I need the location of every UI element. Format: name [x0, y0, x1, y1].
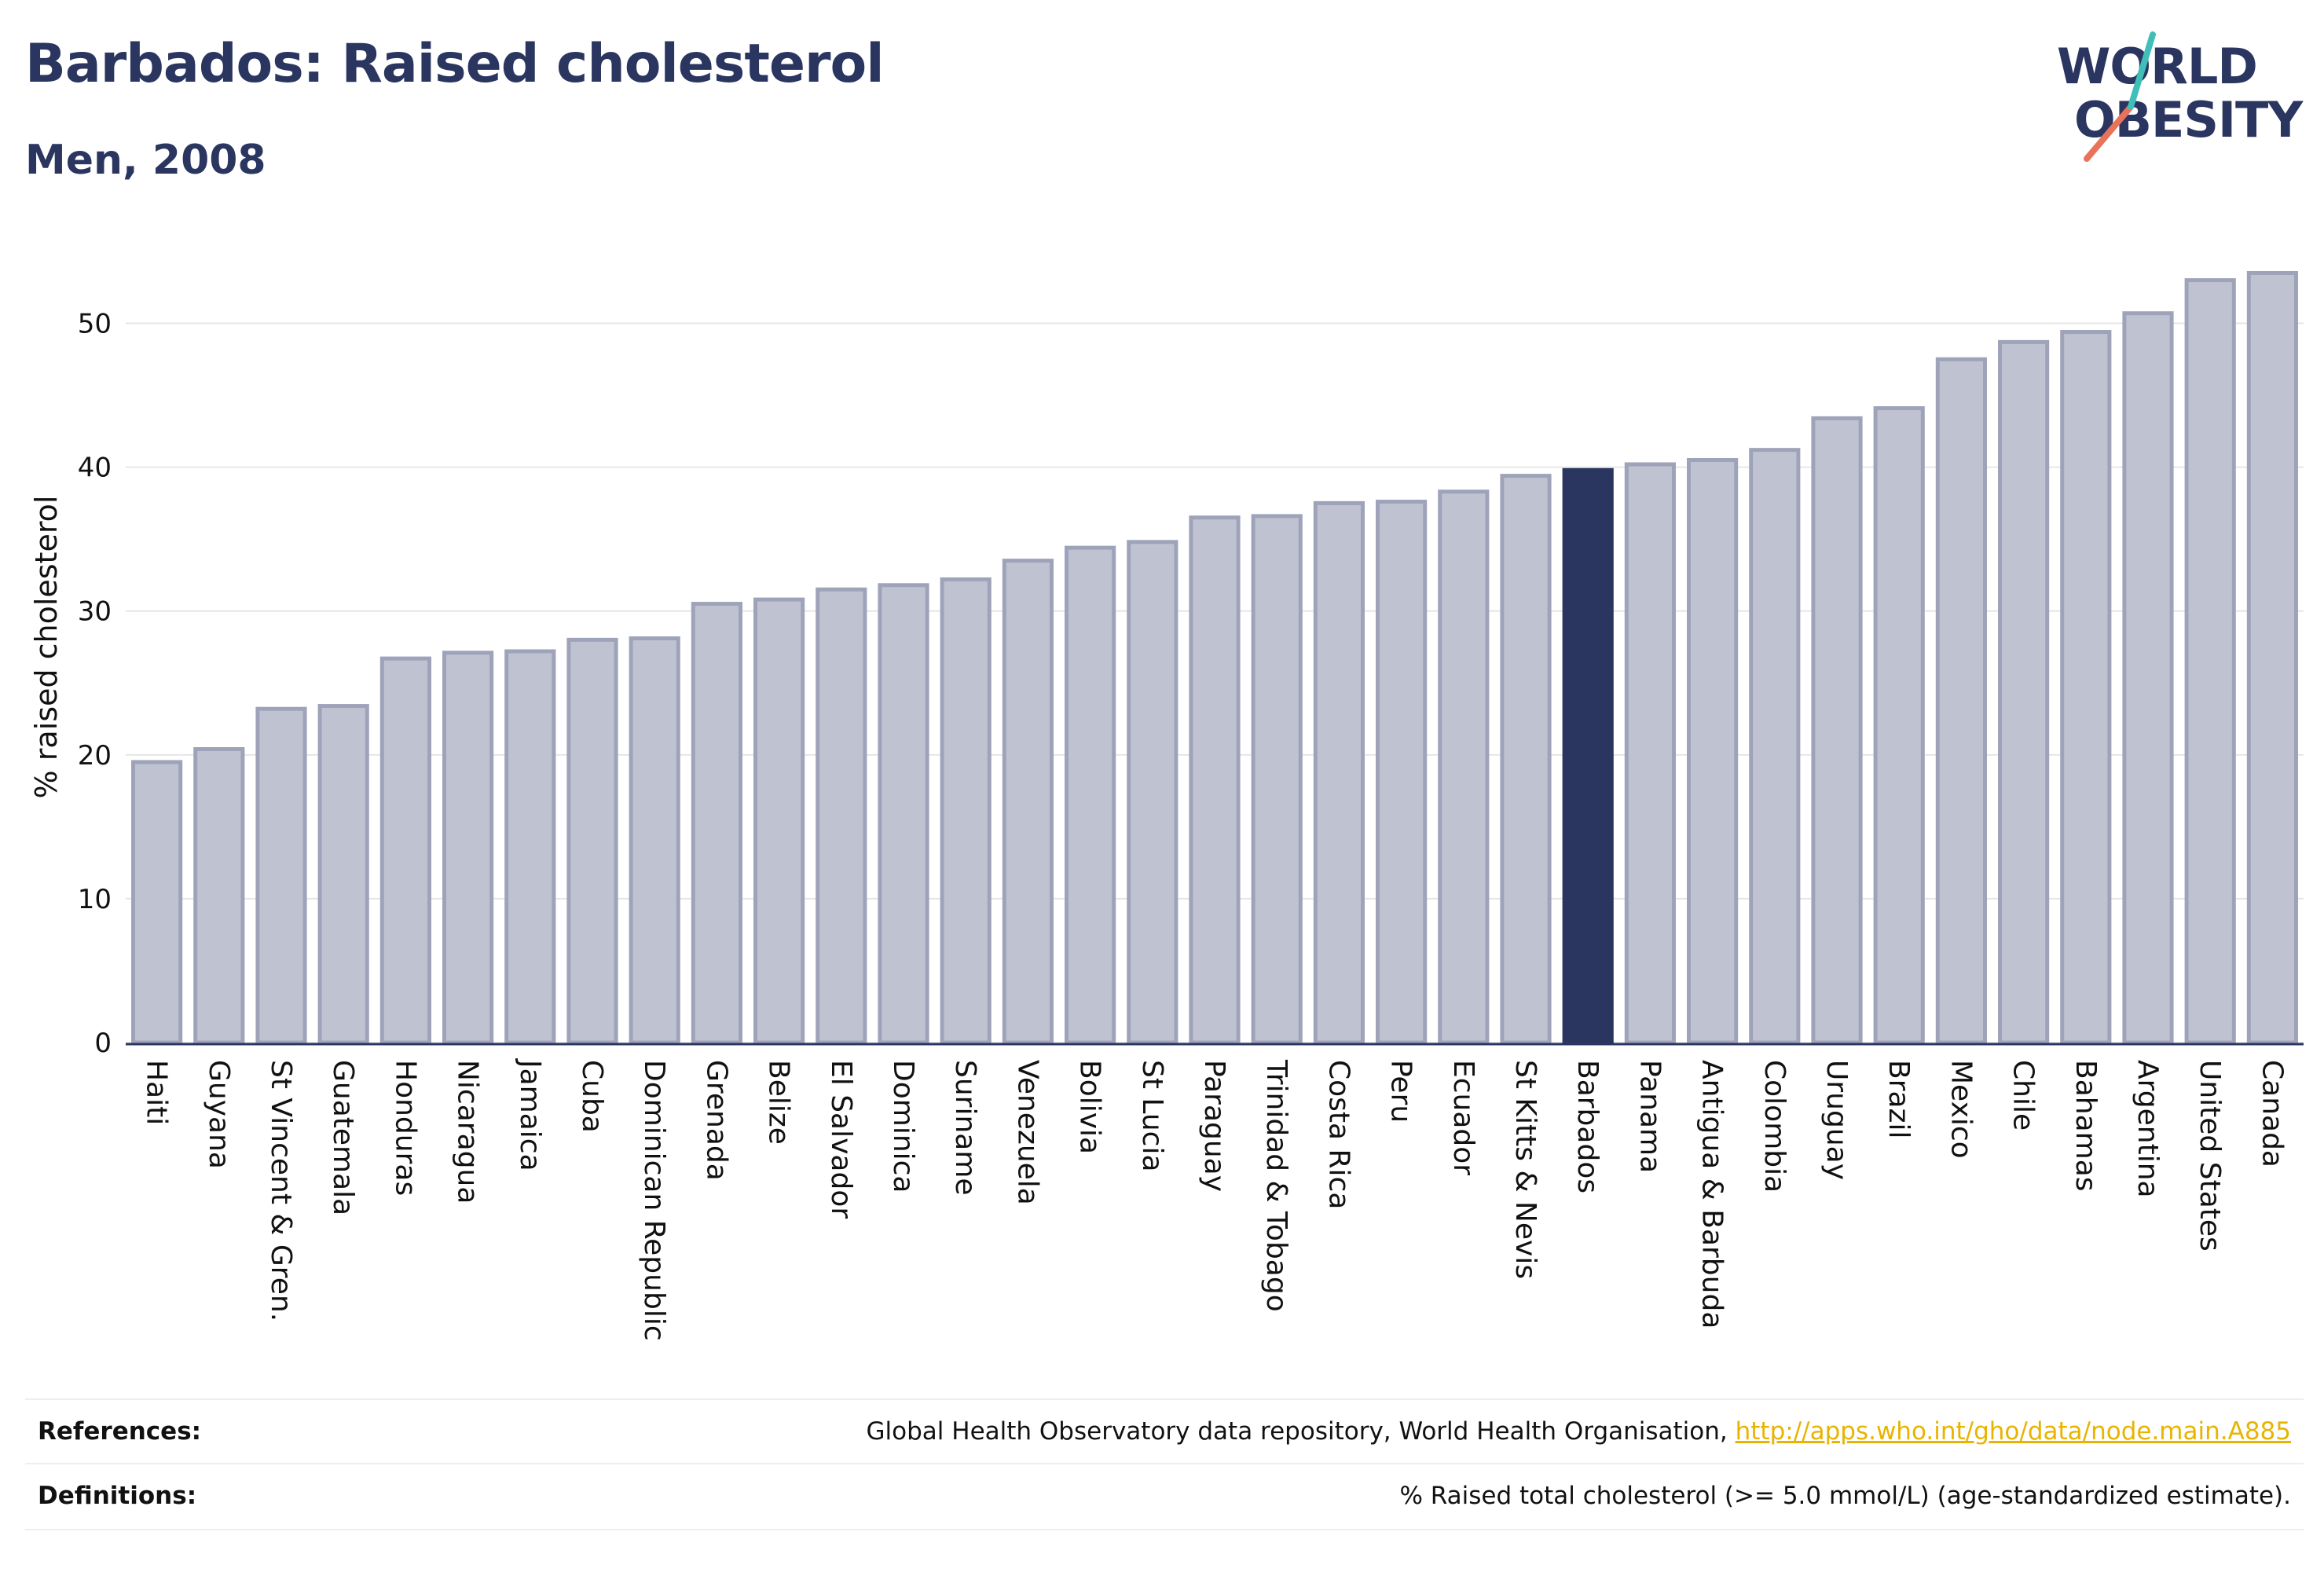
- bar-st-kitts-nevis: [1500, 474, 1552, 1045]
- x-tick-label: St Lucia: [1136, 1060, 1168, 1172]
- page-title: Barbados: Raised cholesterol: [25, 33, 885, 95]
- bar-chart: 0 10 20 30 40 50 % raised cholesterol Haiti Guya…: [29, 270, 2304, 1341]
- definitions-row: Definitions: % Raised total cholesterol …: [25, 1464, 2304, 1527]
- x-tick-label: Bahamas: [2069, 1060, 2102, 1192]
- x-tick-label: Peru: [1385, 1060, 1417, 1123]
- definitions-label: Definitions:: [38, 1482, 197, 1510]
- x-tick-label: El Salvador: [825, 1060, 857, 1219]
- x-tick-label: Colombia: [1758, 1060, 1791, 1193]
- bar-ecuador: [1438, 489, 1490, 1045]
- x-tick-label: Cuba: [576, 1060, 608, 1133]
- x-tick-label: Nicaragua: [452, 1060, 484, 1204]
- x-tick-label: Belize: [763, 1060, 795, 1145]
- bar-trinidad-tobago: [1251, 514, 1303, 1045]
- x-tick-label: Suriname: [949, 1060, 981, 1196]
- bar-belize: [753, 597, 805, 1045]
- x-tick-label: Trinidad & Tobago: [1260, 1059, 1292, 1312]
- x-tick-label: Grenada: [700, 1060, 732, 1181]
- y-tick-label: 40: [78, 453, 112, 484]
- bar-bolivia: [1065, 545, 1116, 1045]
- bar-guatemala: [317, 704, 369, 1045]
- x-tick-label: Bolivia: [1074, 1060, 1106, 1154]
- bar-dominican-republic: [629, 636, 680, 1045]
- x-tick-label: Guatemala: [327, 1060, 359, 1215]
- bar-barbados: [1562, 467, 1614, 1045]
- page-subtitle: Men, 2008: [25, 137, 266, 184]
- logo-line-1: WORLD: [2057, 38, 2258, 95]
- x-tick-label: United States: [2194, 1060, 2226, 1252]
- x-tick-label: Venezuela: [1011, 1060, 1043, 1205]
- definitions-value: % Raised total cholesterol (>= 5.0 mmol/…: [1399, 1482, 2291, 1510]
- x-tick-label: Costa Rica: [1322, 1060, 1354, 1209]
- x-tick-label: Haiti: [141, 1060, 173, 1125]
- bar-venezuela: [1002, 559, 1054, 1045]
- bar-honduras: [379, 656, 431, 1045]
- y-axis-label: % raised cholesterol: [29, 496, 64, 799]
- x-tick-label: Brazil: [1882, 1060, 1915, 1138]
- bar-haiti: [131, 760, 183, 1045]
- bar-mexico: [1935, 357, 1987, 1045]
- x-tick-label: Jamaica: [514, 1058, 546, 1171]
- x-tick-label: Paraguay: [1198, 1060, 1230, 1192]
- x-tick-label: Mexico: [1945, 1060, 1977, 1159]
- x-tick-label: Dominican Republic: [638, 1060, 670, 1341]
- logo-line-2: OBESITY: [2074, 91, 2303, 148]
- bar-chile: [1998, 339, 2050, 1045]
- references-label: References:: [38, 1417, 202, 1446]
- x-tick-label: St Kitts & Nevis: [1509, 1060, 1541, 1279]
- references-link[interactable]: http://apps.who.int/gho/data/node.main.A…: [1735, 1417, 2291, 1446]
- bar-uruguay: [1811, 416, 1863, 1045]
- bar-el-salvador: [816, 587, 867, 1045]
- footer-divider: [25, 1529, 2304, 1530]
- bar-panama: [1624, 462, 1676, 1045]
- y-tick-label: 50: [78, 309, 112, 340]
- bar-grenada: [691, 602, 742, 1045]
- bar-bahamas: [2060, 330, 2112, 1045]
- bar-brazil: [1873, 406, 1925, 1045]
- bar-united-states: [2184, 278, 2236, 1045]
- x-tick-label: Panama: [1633, 1060, 1666, 1173]
- bar-guyana: [193, 746, 245, 1045]
- x-tick-label: Honduras: [389, 1060, 421, 1196]
- bar-st-lucia: [1127, 540, 1178, 1045]
- footer-divider: [25, 1463, 2304, 1464]
- y-tick-label: 0: [94, 1028, 112, 1059]
- bar-colombia: [1749, 448, 1801, 1045]
- world-obesity-logo: WORLD OBESITY: [2043, 31, 2310, 165]
- bar-argentina: [2122, 311, 2174, 1045]
- y-tick-label: 20: [78, 740, 112, 772]
- bar-dominica: [878, 583, 929, 1045]
- references-value: Global Health Observatory data repositor…: [867, 1417, 2291, 1446]
- bar-costa-rica: [1313, 500, 1365, 1045]
- x-tick-label: Dominica: [887, 1060, 919, 1193]
- references-row: References: Global Health Observatory da…: [25, 1400, 2304, 1463]
- y-tick-label: 10: [78, 884, 112, 915]
- bar-suriname: [940, 577, 992, 1045]
- footer-divider: [25, 1398, 2304, 1400]
- bar-nicaragua: [442, 651, 494, 1045]
- x-tick-label: Antigua & Barbuda: [1696, 1060, 1728, 1329]
- x-tick-label: Argentina: [2132, 1060, 2164, 1198]
- x-tick-label: St Vincent & Gren.: [265, 1060, 297, 1321]
- y-tick-label: 30: [78, 596, 112, 628]
- x-tick-label: Ecuador: [1447, 1060, 1479, 1175]
- x-tick-label: Uruguay: [1820, 1060, 1853, 1180]
- references-text: Global Health Observatory data repositor…: [866, 1417, 1736, 1446]
- bar-antigua-barbuda: [1687, 457, 1739, 1045]
- bar-cuba: [566, 637, 618, 1045]
- bar-canada: [2246, 270, 2298, 1045]
- bar-peru: [1376, 500, 1428, 1045]
- bar-jamaica: [504, 649, 556, 1045]
- x-tick-label: Barbados: [1571, 1060, 1604, 1193]
- bar-paraguay: [1189, 515, 1241, 1045]
- bar-st-vincent-gren-: [255, 706, 307, 1045]
- x-tick-label: Chile: [2007, 1060, 2040, 1131]
- x-tick-label: Canada: [2256, 1060, 2288, 1167]
- x-tick-label: Guyana: [203, 1060, 235, 1169]
- logo-slash-icon: [2084, 31, 2156, 162]
